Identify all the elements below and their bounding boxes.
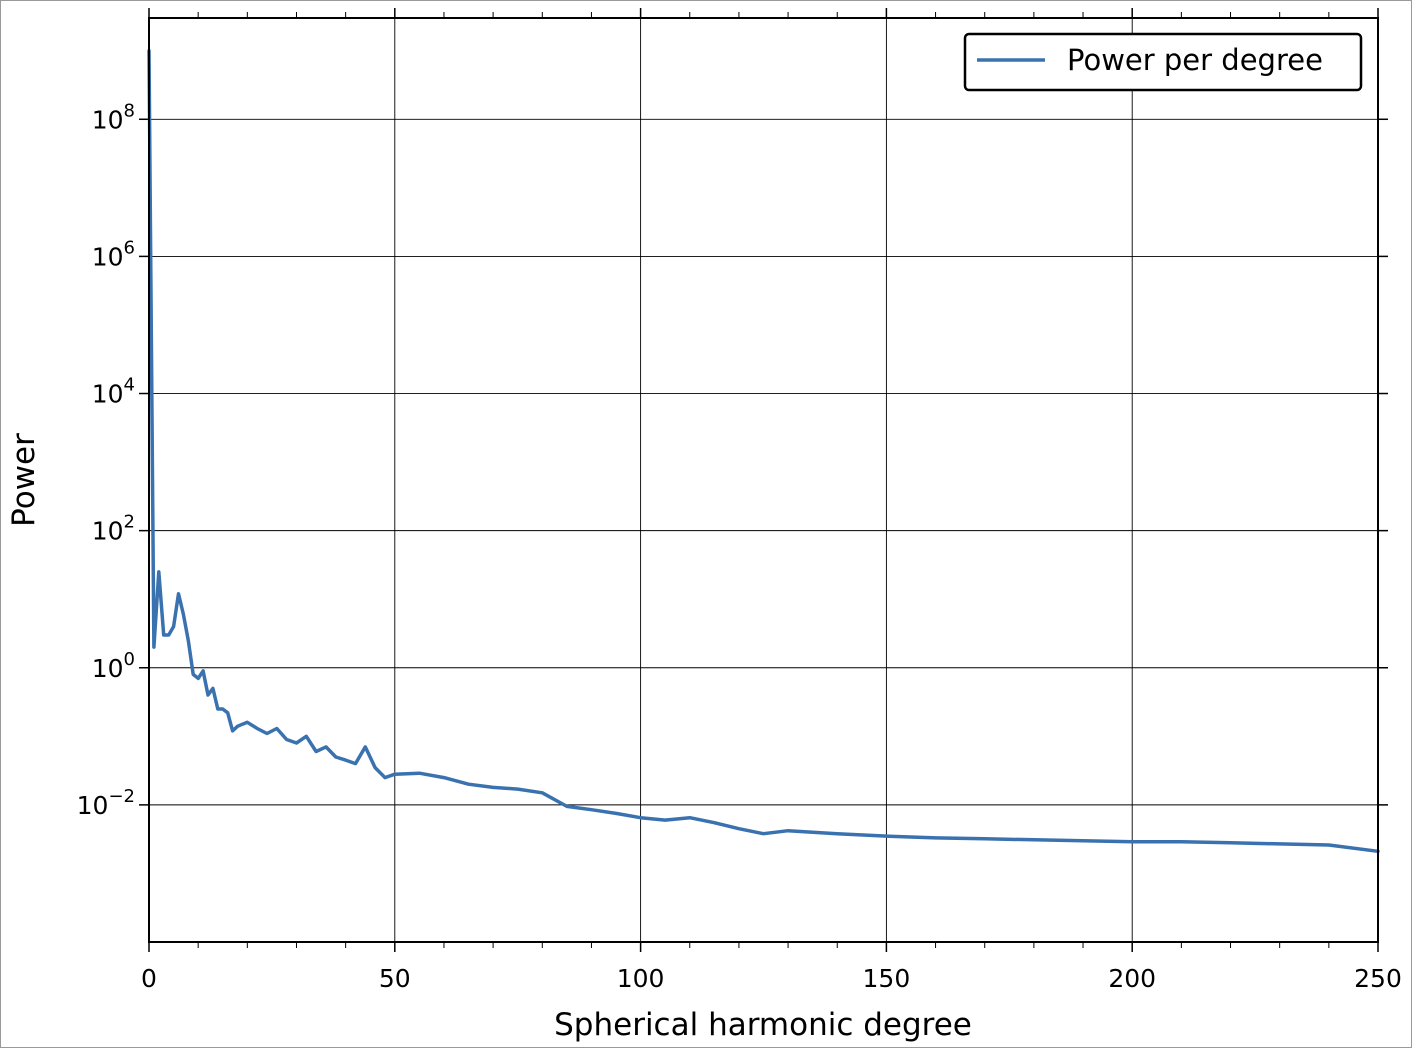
x-axis-label: Spherical harmonic degree	[554, 1007, 972, 1043]
series-line-0	[147, 48, 1380, 854]
y-tick-label: 102	[92, 512, 135, 546]
y-tick-label: 100	[92, 649, 135, 683]
y-tick-label-base: 10	[77, 791, 109, 820]
y-tick-label-base: 10	[92, 380, 124, 409]
y-tick-label-exponent: 2	[124, 512, 135, 533]
y-tick-label-exponent: −2	[108, 786, 135, 807]
y-tick-label-base: 10	[92, 105, 124, 134]
y-axis-label: Power	[6, 433, 42, 527]
y-tick-label-base: 10	[92, 654, 124, 683]
y-tick-label-exponent: 8	[124, 100, 135, 121]
plot-frame	[148, 17, 1379, 943]
plot-area	[149, 18, 1378, 942]
y-tick-label-exponent: 4	[124, 375, 135, 396]
series-lines	[147, 48, 1380, 854]
y-tick-label-exponent: 6	[124, 237, 135, 258]
legend: Power per degree	[963, 32, 1363, 92]
y-tick-label: 108	[92, 100, 135, 134]
y-tick-label-base: 10	[92, 517, 124, 546]
y-tick-label-base: 10	[92, 242, 124, 271]
y-tick-label-exponent: 0	[124, 649, 135, 670]
x-tick-label: 50	[379, 964, 411, 993]
legend-box	[963, 32, 1363, 92]
x-tick-label: 250	[1354, 964, 1402, 993]
legend-label-power-per-degree: Power per degree	[1067, 43, 1323, 77]
x-tick-label: 150	[863, 964, 911, 993]
y-tick-label: 106	[92, 237, 135, 271]
y-tick-label: 104	[92, 375, 135, 409]
y-tick-label: 10−2	[77, 786, 135, 820]
x-tick-label: 0	[141, 964, 157, 993]
x-tick-label: 200	[1108, 964, 1156, 993]
x-tick-label: 100	[617, 964, 665, 993]
